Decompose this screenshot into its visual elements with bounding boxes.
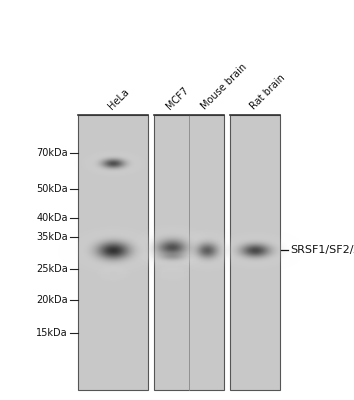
- Bar: [230, 115, 280, 390]
- Text: 25kDa: 25kDa: [36, 264, 68, 274]
- Text: MCF7: MCF7: [164, 85, 191, 111]
- Bar: [154, 115, 224, 390]
- Text: 20kDa: 20kDa: [36, 295, 68, 305]
- Bar: [78, 115, 148, 390]
- Text: 15kDa: 15kDa: [36, 328, 68, 338]
- Text: Rat brain: Rat brain: [248, 72, 287, 111]
- Text: 50kDa: 50kDa: [36, 184, 68, 194]
- Text: Mouse brain: Mouse brain: [199, 62, 249, 111]
- Text: SRSF1/SF2/ASF: SRSF1/SF2/ASF: [290, 245, 354, 255]
- Text: HeLa: HeLa: [106, 86, 131, 111]
- Text: 70kDa: 70kDa: [36, 148, 68, 158]
- Text: 40kDa: 40kDa: [36, 213, 68, 223]
- Text: 35kDa: 35kDa: [36, 232, 68, 242]
